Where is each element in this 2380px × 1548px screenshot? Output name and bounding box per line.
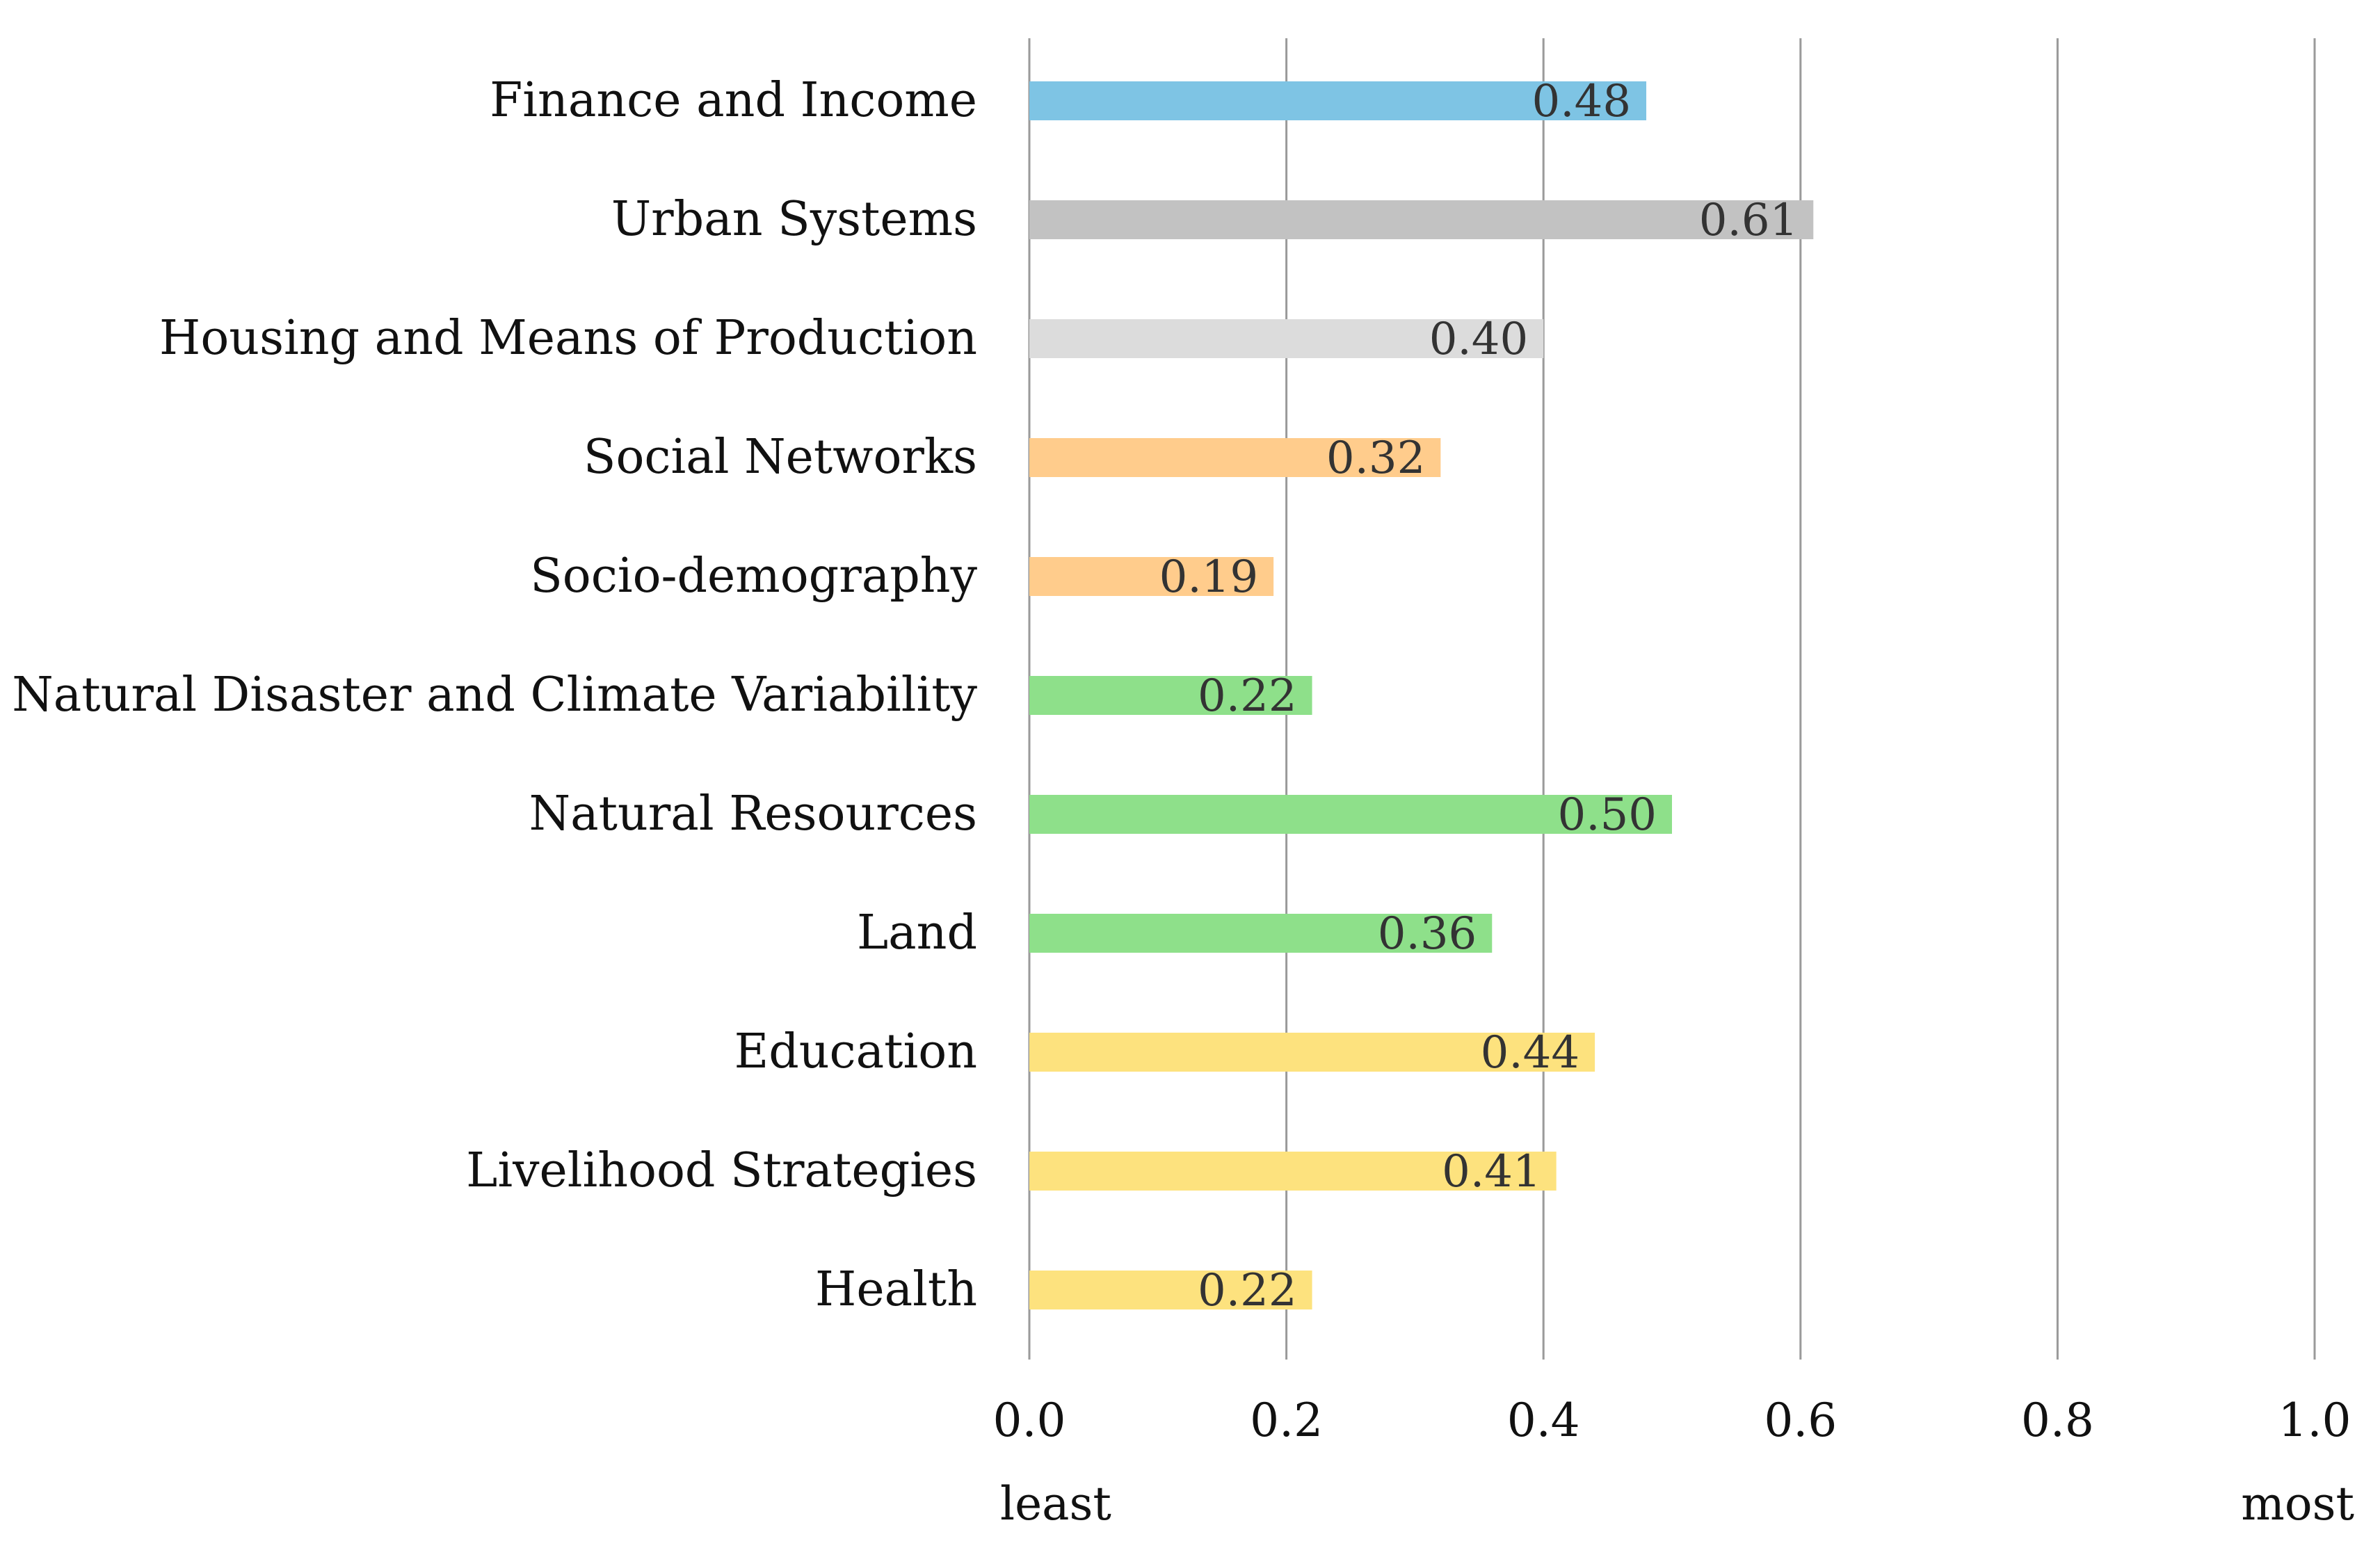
x-tick-label: 0.4 [1507, 1394, 1580, 1447]
bar [1029, 200, 1813, 239]
bar-value-label: 0.40 [1429, 314, 1529, 365]
category-label: Health [815, 1262, 977, 1317]
category-label: Natural Disaster and Climate Variability [12, 668, 977, 723]
bar-value-label: 0.48 [1532, 76, 1632, 127]
bar-value-label: 0.61 [1699, 195, 1799, 246]
bar-value-label: 0.41 [1442, 1146, 1541, 1198]
bar-value-label: 0.36 [1378, 908, 1477, 960]
category-label: Natural Resources [529, 787, 977, 841]
bar-chart: 0.480.610.400.320.190.220.500.360.440.41… [0, 0, 2380, 1548]
bar-value-label: 0.50 [1558, 789, 1657, 841]
category-label: Social Networks [584, 430, 977, 485]
bar-value-label: 0.22 [1198, 670, 1297, 722]
category-label: Livelihood Strategies [466, 1143, 977, 1198]
bar-value-label: 0.19 [1159, 551, 1259, 603]
x-tick-label: 0.2 [1250, 1394, 1323, 1447]
bars: 0.48 0.61 0.40 0.32 0.19 0.22 0.50 0.36 0.44 0.41… [1029, 76, 1813, 1316]
bar-value-label: 0.32 [1326, 433, 1426, 484]
bar-value-label: 0.22 [1198, 1265, 1297, 1316]
x-tick-label: 1.0 [2278, 1394, 2351, 1447]
axis-end-label-least: least [1000, 1477, 1111, 1531]
x-tick-label: 0.8 [2021, 1394, 2094, 1447]
category-label: Urban Systems [611, 192, 977, 247]
category-label: Education [734, 1024, 977, 1079]
axis-end-label-most: most [2241, 1477, 2354, 1531]
bar-value-label: 0.44 [1481, 1027, 1580, 1079]
category-label: Finance and Income [490, 73, 977, 128]
category-label: Land [857, 905, 977, 960]
category-labels: Finance and Income Urban Systems Housing a… [12, 73, 977, 1317]
x-tick-label: 0.6 [1764, 1394, 1837, 1447]
x-axis-ticks: 0.0 0.2 0.4 0.6 0.8 1.0 [993, 1394, 2351, 1447]
x-tick-label: 0.0 [993, 1394, 1066, 1447]
category-label: Socio-demography [530, 549, 977, 604]
category-label: Housing and Means of Production [159, 311, 977, 366]
